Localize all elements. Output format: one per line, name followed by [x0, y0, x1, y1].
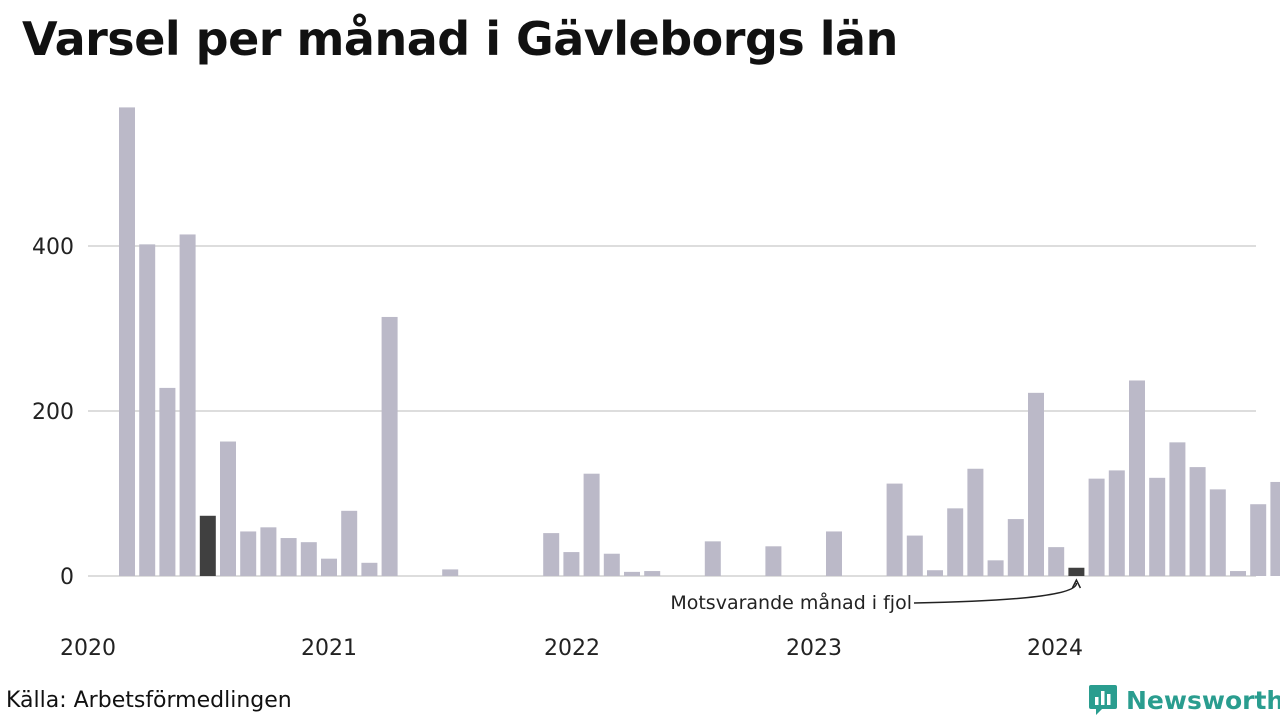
- bars: [119, 107, 1280, 577]
- annotation-arrow: [913, 582, 1078, 604]
- x-tick-label-2020: 2020: [60, 636, 116, 661]
- bar-2023-02: [826, 531, 842, 576]
- bar-2023-06: [906, 535, 923, 576]
- y-tick-label-400: 400: [32, 235, 74, 260]
- x-tick-label-2023: 2023: [786, 636, 842, 661]
- brand-name: Newsworthy: [1126, 685, 1280, 715]
- chart-title: Varsel per månad i Gävleborgs län: [22, 12, 898, 66]
- bar-2023-12: [1028, 392, 1044, 576]
- source-note: Källa: Arbetsförmedlingen: [6, 688, 292, 713]
- annotation-arrowhead: [1071, 578, 1082, 589]
- bar-2021-12: [543, 533, 560, 576]
- bar-2020-03: [119, 107, 135, 577]
- bar-2022-03: [603, 553, 620, 576]
- bar-2024-04: [1108, 470, 1125, 576]
- bar-2022-05: [644, 571, 661, 576]
- bar-2023-07: [927, 570, 943, 576]
- bar-2024-01: [1048, 547, 1065, 576]
- brand-logo: Newsworthy: [1088, 683, 1280, 717]
- bar-2022-11: [765, 546, 782, 576]
- x-tick-label-2021: 2021: [301, 636, 357, 661]
- bar-2020-12: [300, 542, 317, 576]
- gridlines: [88, 245, 1256, 577]
- bar-2022-04: [624, 571, 640, 576]
- bar-2024-02: [1068, 567, 1085, 576]
- bar-2021-01: [321, 558, 337, 576]
- bar-2020-08: [220, 441, 236, 576]
- bar-2020-04: [139, 244, 156, 576]
- bar-2024-05: [1129, 380, 1145, 576]
- y-axis-ticks: 0 200 400: [32, 235, 74, 590]
- y-tick-label-200: 200: [32, 400, 74, 425]
- bar-2023-11: [1007, 519, 1024, 576]
- x-tick-label-2024: 2024: [1027, 636, 1083, 661]
- bar-2021-04: [381, 316, 398, 576]
- annotations: Motsvarande månad i fjolJuli68: [670, 578, 1082, 614]
- x-axis-ticks: 2020 2021 2022 2023 2024: [60, 636, 1083, 661]
- bar-2021-02: [341, 510, 358, 576]
- bar-2020-06: [179, 234, 196, 576]
- bar-2024-06: [1149, 477, 1166, 576]
- bar-2024-03: [1088, 478, 1105, 576]
- y-tick-label-0: 0: [60, 565, 74, 590]
- bar-53: [1189, 467, 1206, 576]
- bar-chart-speech-bubble-icon: [1089, 685, 1117, 715]
- bar-54: [1209, 489, 1226, 576]
- x-tick-label-2022: 2022: [544, 636, 600, 661]
- bar-2023-10: [987, 560, 1004, 576]
- bar-2023-09: [967, 468, 984, 576]
- bar-2020-09: [240, 531, 257, 576]
- bar-55: [1230, 571, 1246, 576]
- bar-2021-03: [361, 562, 378, 576]
- bar-2020-11: [280, 538, 297, 576]
- bar-2020-07: [199, 515, 216, 576]
- bar-2024-07: [1169, 442, 1186, 576]
- bar-2023-05: [886, 483, 903, 576]
- bar-2022-01: [563, 552, 580, 576]
- bar-2020-10: [260, 527, 277, 576]
- bar-2021-07: [442, 569, 459, 576]
- bar-57: [1270, 481, 1280, 576]
- bar-2022-02: [583, 473, 600, 576]
- bar-2022-08: [704, 541, 721, 576]
- bar-56: [1250, 504, 1267, 576]
- annotation-last-year: Motsvarande månad i fjol: [670, 591, 912, 614]
- bar-2020-05: [159, 387, 176, 576]
- bar-2023-08: [947, 508, 964, 576]
